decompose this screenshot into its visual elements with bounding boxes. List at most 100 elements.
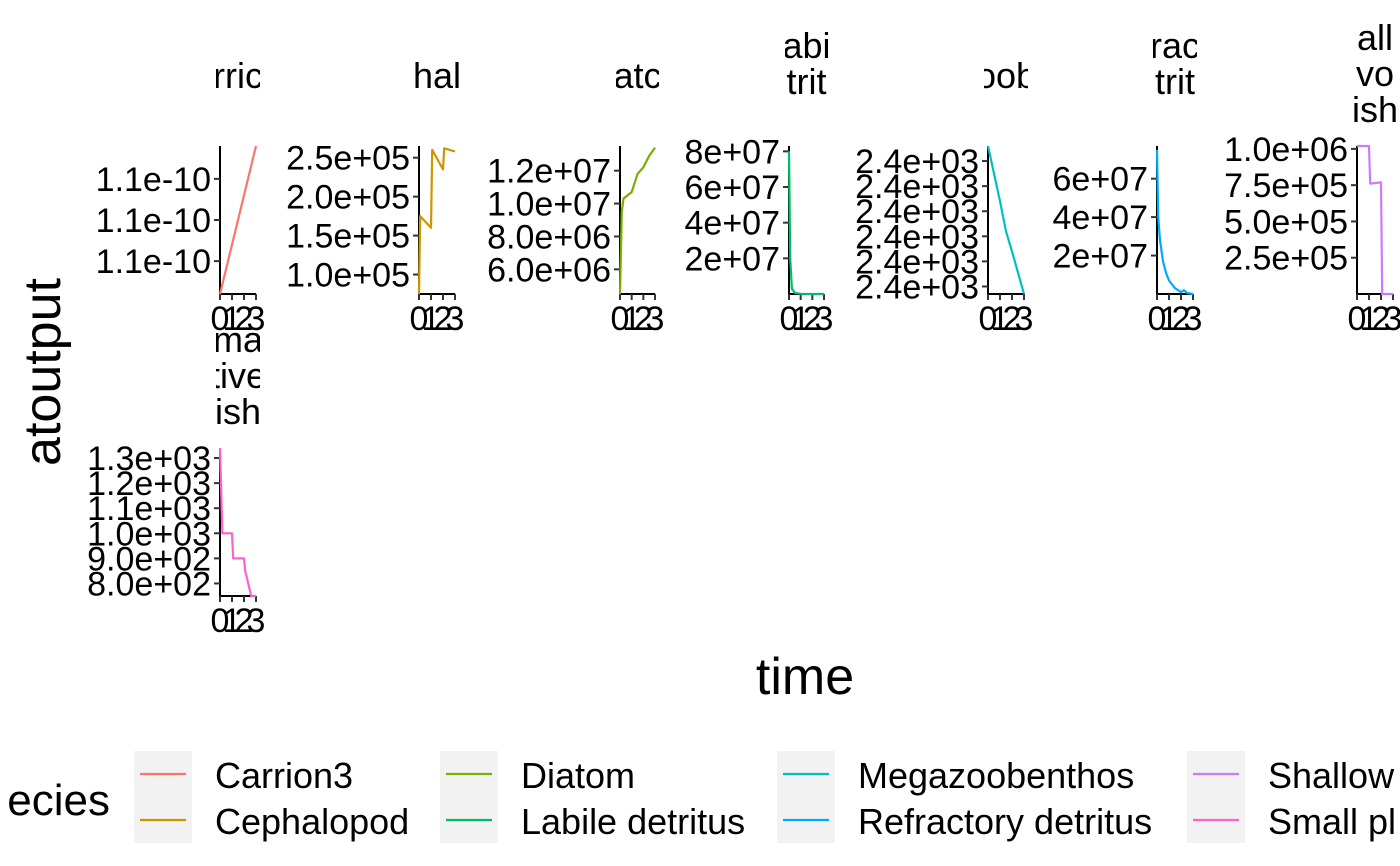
x-tick-label: 2: [1372, 300, 1391, 338]
legend-item: Cephalopod: [134, 797, 409, 843]
series-line: [417, 147, 456, 295]
facet-strip-label: oob: [976, 55, 1036, 96]
legend-label: Shallow: [1268, 755, 1395, 796]
facet-strip: atc: [616, 55, 659, 96]
x-tick-label: 1: [223, 300, 242, 338]
facet-panel: oob2.4e+032.4e+032.4e+032.4e+032.4e+032.…: [855, 55, 1036, 338]
y-tick-label: 2e+07: [685, 240, 781, 278]
y-tick-label: 1.2e+03: [87, 465, 211, 503]
facet-strip-label: rric: [213, 55, 263, 96]
y-axis-title: atoutput: [14, 277, 72, 465]
y-tick-label: 1.3e+03: [87, 440, 211, 478]
y-tick-label: 2.4e+03: [855, 143, 979, 181]
y-tick-label: 6e+07: [685, 169, 781, 207]
facet-strip: rric: [213, 55, 263, 96]
x-tick-label: 2: [1003, 300, 1022, 338]
x-tick-label: 3: [1384, 300, 1400, 338]
x-tick-label: 2: [1172, 300, 1191, 338]
x-tick-label: 2: [803, 300, 822, 338]
legend-item: Shallow: [1187, 751, 1395, 797]
x-tick-label: 0: [211, 602, 230, 640]
series-line: [1155, 149, 1194, 296]
facet-strip-label: rac: [1150, 25, 1200, 66]
y-tick-label: 1.1e-10: [96, 161, 211, 199]
y-tick-label: 6e+07: [1053, 161, 1149, 199]
x-tick-label: 2: [235, 602, 254, 640]
legend-item: Carrion3: [134, 751, 353, 797]
y-tick-label: 8.0e+02: [87, 565, 211, 603]
legend-item: Refractory detritus: [777, 797, 1152, 843]
y-tick-label: 6.0e+06: [487, 251, 611, 289]
y-tick-label: 1.1e-10: [96, 202, 211, 240]
x-tick-label: 1: [991, 300, 1010, 338]
legend-label: Small pl: [1268, 801, 1396, 842]
x-tick-label: 0: [979, 300, 998, 338]
y-tick-label: 4e+07: [685, 205, 781, 243]
x-tick-label: 0: [611, 300, 630, 338]
facet-strip-label: trit: [787, 61, 827, 102]
series-line: [1357, 144, 1393, 296]
y-tick-label: 2.4e+03: [855, 268, 979, 306]
series-line: [218, 145, 258, 295]
series-line: [218, 447, 256, 598]
legend-label: Refractory detritus: [858, 801, 1152, 842]
x-tick-label: 3: [1015, 300, 1034, 338]
y-tick-label: 1.5e+05: [286, 218, 410, 256]
y-tick-label: 2.4e+03: [855, 243, 979, 281]
x-tick-label: 2: [434, 300, 453, 338]
y-tick-label: 7.5e+05: [1224, 167, 1348, 205]
legend-item: Labile detritus: [440, 797, 745, 843]
x-tick-label: 1: [223, 602, 242, 640]
y-tick-label: 2.5e+05: [1224, 240, 1348, 278]
x-tick-label: 1: [622, 300, 641, 338]
y-tick-label: 9.0e+02: [87, 540, 211, 578]
x-tick-label: 0: [211, 300, 230, 338]
x-tick-label: 3: [247, 602, 266, 640]
x-tick-label: 1: [1160, 300, 1179, 338]
legend-label: Carrion3: [215, 755, 353, 796]
x-tick-label: 0: [1148, 300, 1167, 338]
y-tick-label: 2.4e+03: [855, 193, 979, 231]
legend-label: Labile detritus: [521, 801, 745, 842]
x-tick-label: 1: [422, 300, 441, 338]
series-line: [986, 145, 1026, 295]
facet-strip: hal: [413, 55, 461, 96]
legend-item: Small pl: [1187, 797, 1396, 843]
legend-label: Megazoobenthos: [858, 755, 1134, 796]
y-tick-label: 1.0e+03: [87, 515, 211, 553]
x-tick-label: 3: [247, 300, 266, 338]
y-tick-label: 2.0e+05: [286, 179, 410, 217]
legend-label: Cephalopod: [215, 801, 409, 842]
x-tick-label: 3: [446, 300, 465, 338]
y-tick-label: 4e+07: [1053, 199, 1149, 237]
legend-title: ecies: [7, 776, 110, 825]
x-tick-label: 2: [235, 300, 254, 338]
x-tick-label: 0: [1348, 300, 1367, 338]
x-tick-label: 1: [791, 300, 810, 338]
x-tick-label: 3: [1184, 300, 1203, 338]
y-tick-label: 1.0e+06: [1224, 131, 1348, 169]
facet-strip-label: trit: [1155, 61, 1195, 102]
x-axis-title: time: [756, 648, 854, 706]
y-tick-label: 1.1e+03: [87, 490, 211, 528]
facet-strip-label: hal: [413, 55, 461, 96]
y-tick-label: 2e+07: [1053, 238, 1149, 276]
legend: ecies Carrion3 Cephalopod Diatom Labile det…: [7, 751, 1396, 843]
y-tick-label: 8e+07: [685, 133, 781, 171]
y-tick-label: 1.0e+07: [487, 186, 611, 224]
legend-item: Megazoobenthos: [777, 751, 1134, 797]
y-tick-label: 5.0e+05: [1224, 203, 1348, 241]
facet-strip-label: abi: [782, 25, 830, 66]
y-tick-label: 2.5e+05: [286, 140, 410, 178]
facet-strip-label: ma: [213, 319, 264, 360]
y-tick-label: 2.4e+03: [855, 218, 979, 256]
